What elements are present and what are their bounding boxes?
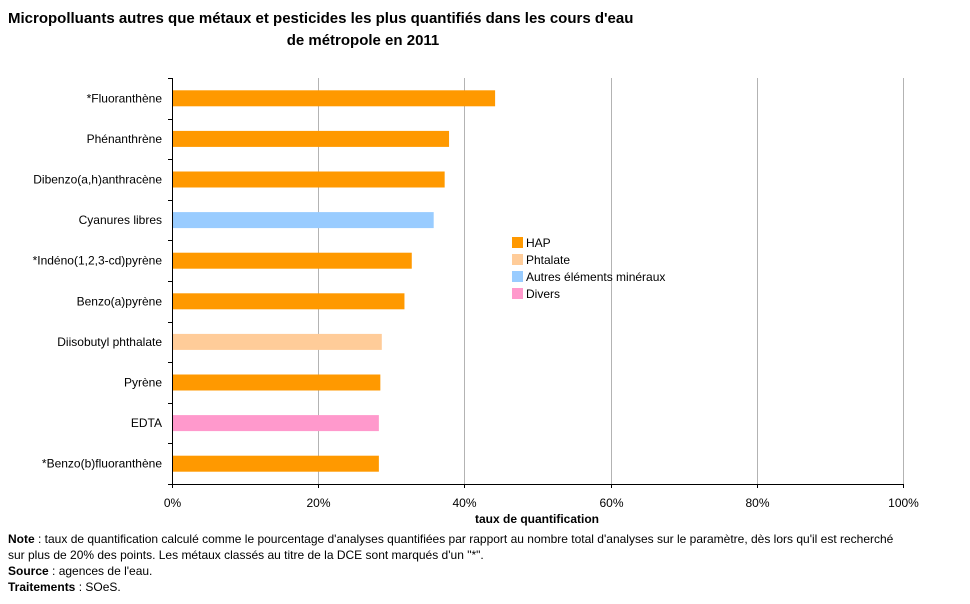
x-tick-label: 100%	[888, 496, 919, 510]
legend-label: Phtalate	[526, 253, 570, 267]
legend-label: Divers	[526, 287, 560, 301]
legend-swatch	[512, 237, 523, 248]
x-axis-label: taux de quantification	[475, 512, 599, 526]
category-label: Phénanthrène	[87, 132, 163, 146]
bar	[172, 455, 379, 472]
x-tick-label: 0%	[164, 496, 182, 510]
bars	[172, 90, 496, 472]
x-tick-label: 80%	[745, 496, 769, 510]
category-label: *Fluoranthène	[87, 91, 163, 105]
legend: HAP Phtalate Autres éléments minéraux Diver…	[512, 236, 665, 301]
category-label: *Indéno(1,2,3-cd)pyrène	[33, 254, 163, 268]
category-label: *Benzo(b)fluoranthène	[42, 457, 162, 471]
legend-label: Autres éléments minéraux	[526, 270, 665, 284]
chart-title: Micropolluants autres que métaux et pest…	[8, 8, 718, 52]
category-label: Benzo(a)pyrène	[77, 294, 163, 308]
category-label: Diisobutyl phthalate	[57, 335, 162, 349]
bar-chart: *Fluoranthène Phénanthrène Dibenzo(a,h)ant…	[33, 78, 919, 526]
treatment-label: Traitements	[8, 580, 76, 594]
source-text: : agences de l'eau.	[48, 564, 153, 578]
category-label: Pyrène	[124, 376, 162, 390]
note-line: Note : taux de quantification calculé co…	[8, 531, 898, 563]
x-tick-label: 40%	[452, 496, 476, 510]
chart-title-line1: Micropolluants autres que métaux et pest…	[8, 10, 634, 27]
bar	[172, 212, 434, 229]
bar	[172, 415, 379, 432]
source-label: Source	[8, 564, 49, 578]
bar	[172, 171, 445, 188]
legend-swatch	[512, 254, 523, 265]
treatment-text: : SOeS.	[75, 580, 121, 594]
bar	[172, 90, 496, 107]
x-tick-labels: 0% 20% 40% 60% 80% 100%	[164, 496, 919, 510]
note-label: Note	[8, 532, 35, 546]
bar	[172, 293, 405, 310]
x-tick-label: 20%	[306, 496, 330, 510]
chart-title-line2: de métropole en 2011	[286, 32, 440, 49]
source-line: Source : agences de l'eau.	[8, 563, 898, 579]
category-label: Cyanures libres	[79, 213, 162, 227]
legend-swatch	[512, 288, 523, 299]
category-label: EDTA	[131, 416, 162, 430]
bar	[172, 130, 450, 147]
x-tick-label: 60%	[599, 496, 623, 510]
legend-label: HAP	[526, 236, 551, 250]
category-labels: *Fluoranthène Phénanthrène Dibenzo(a,h)ant…	[33, 91, 163, 470]
note-text: : taux de quantification calculé comme l…	[8, 532, 894, 562]
bar	[172, 333, 382, 350]
legend-swatch	[512, 271, 523, 282]
bar	[172, 374, 381, 391]
treatment-line: Traitements : SOeS.	[8, 579, 898, 595]
category-label: Dibenzo(a,h)anthracène	[33, 173, 162, 187]
chart-notes: Note : taux de quantification calculé co…	[8, 531, 898, 595]
bar	[172, 252, 412, 269]
axes	[168, 78, 904, 488]
